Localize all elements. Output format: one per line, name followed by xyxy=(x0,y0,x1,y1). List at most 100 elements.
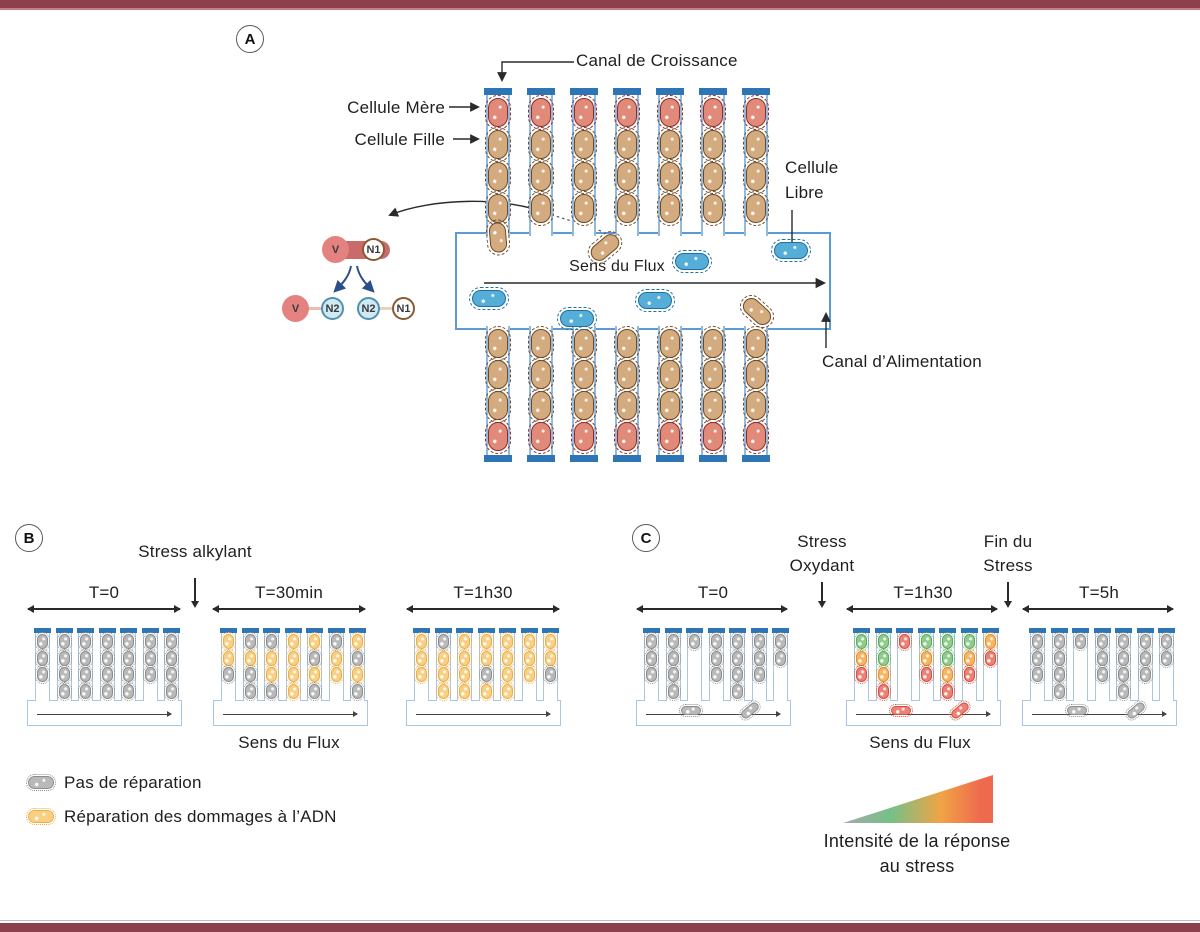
gray-cell xyxy=(644,632,659,651)
red-cell xyxy=(889,704,913,717)
channel-cap xyxy=(729,628,746,633)
microfluidic-device xyxy=(455,88,831,462)
stress-alkylant-label: Stress alkylant xyxy=(138,542,252,561)
mini-device-b-t0 xyxy=(27,628,182,726)
legend-swatch-no-repair xyxy=(26,774,56,791)
gray-cell xyxy=(1116,648,1131,668)
daughter-cell xyxy=(743,127,769,162)
legend-swatch-dna-repair xyxy=(26,808,56,825)
channel-cap xyxy=(456,628,473,633)
gray-cell xyxy=(1116,632,1131,651)
channel-cap xyxy=(542,628,559,633)
yellow-cell xyxy=(285,632,301,651)
channel-cap xyxy=(917,628,935,633)
green-cell xyxy=(875,632,891,651)
timepoint-label-b2: T=1h30 xyxy=(453,583,513,602)
green-cell xyxy=(875,648,891,668)
channel-cap xyxy=(120,628,137,633)
panel-a-badge: A xyxy=(236,25,264,53)
gray-cell xyxy=(773,648,788,668)
green-cell xyxy=(940,632,955,651)
flow-direction-arrow xyxy=(856,711,991,717)
gray-cell xyxy=(665,665,681,684)
gray-cell xyxy=(478,665,494,684)
flow-direction-label-b: Sens du Flux xyxy=(238,733,340,752)
gray-cell xyxy=(1051,665,1067,684)
daughter-cell xyxy=(743,326,769,361)
flow-direction-arrow xyxy=(1032,711,1167,717)
panel-a-letter: A xyxy=(244,30,256,48)
daughter-cell xyxy=(571,326,597,361)
gray-cell xyxy=(644,648,659,668)
daughter-cell xyxy=(528,191,554,226)
channel-cap xyxy=(1093,628,1111,633)
mother-cell xyxy=(485,419,511,454)
top-accent-bar xyxy=(0,0,1200,10)
red-cell xyxy=(918,665,934,684)
gray-cell xyxy=(1051,632,1067,651)
mother-cell xyxy=(528,95,554,130)
stress-oxydant-arrow xyxy=(818,582,826,608)
channel-cap xyxy=(699,88,727,95)
daughter-cell-label: Cellule Fille xyxy=(354,130,445,149)
yellow-cell xyxy=(543,648,558,668)
red-cell xyxy=(983,648,998,668)
gray-cell xyxy=(307,648,322,668)
channel-cap xyxy=(699,455,727,462)
feed-channel-strip xyxy=(636,700,791,726)
gray-cell xyxy=(1051,681,1067,701)
daughter-cell xyxy=(485,388,511,423)
channel-cap xyxy=(1050,628,1068,633)
gray-cell xyxy=(56,681,72,701)
stress-intensity-gradient xyxy=(843,775,993,823)
gray-cell xyxy=(99,665,115,684)
channel-cap xyxy=(34,628,51,633)
free-cell xyxy=(557,306,597,330)
daughter-cell xyxy=(743,388,769,423)
yellow-cell xyxy=(221,632,236,651)
fin-du-stress-label-line2: Stress xyxy=(983,556,1033,575)
feed-channel-strip xyxy=(1022,700,1177,726)
channel-cap xyxy=(664,628,682,633)
channel-cap xyxy=(477,628,495,633)
yellow-cell xyxy=(414,632,429,651)
gray-cell xyxy=(665,648,681,668)
gray-cell xyxy=(328,632,344,651)
stress-oxydant-label-line1: Stress xyxy=(797,532,847,551)
channel-cap xyxy=(742,88,770,95)
free-cell xyxy=(672,249,712,273)
yellow-cell xyxy=(457,632,472,651)
flow-direction-arrow xyxy=(223,711,358,717)
gray-cell xyxy=(56,648,72,668)
daughter-cell xyxy=(528,357,554,392)
yellow-cell xyxy=(500,681,515,701)
gray-cell xyxy=(78,632,93,651)
gray-cell xyxy=(164,632,179,651)
lineage-node-n1-label: N1 xyxy=(366,243,381,256)
daughter-cell xyxy=(485,127,511,162)
lineage-node-n1b-label: N1 xyxy=(396,302,411,315)
gray-cell xyxy=(35,648,50,668)
lineage-node-n2b: N2 xyxy=(357,297,380,320)
free-cell-label-line2: Libre xyxy=(785,183,824,202)
channel-cap xyxy=(853,628,870,633)
daughter-cell xyxy=(485,159,511,194)
mother-cell xyxy=(657,419,683,454)
yellow-cell xyxy=(435,665,451,684)
yellow-cell xyxy=(521,632,537,651)
feed-channel-strip xyxy=(213,700,368,726)
lineage-node-v2-label: V xyxy=(291,302,300,315)
yellow-cell xyxy=(457,648,472,668)
feed-channel-strip xyxy=(846,700,1001,726)
daughter-cell xyxy=(571,388,597,423)
channel-cap xyxy=(163,628,180,633)
stress-oxydant-label-line2: Oxydant xyxy=(789,556,855,575)
gray-cell xyxy=(1137,632,1153,651)
gray-cell xyxy=(1094,632,1110,651)
channel-cap xyxy=(484,455,512,462)
channel-cap xyxy=(484,88,512,95)
channel-cap xyxy=(772,628,789,633)
gray-cell xyxy=(730,648,745,668)
mother-cell xyxy=(571,95,597,130)
gray-cell xyxy=(164,648,179,668)
